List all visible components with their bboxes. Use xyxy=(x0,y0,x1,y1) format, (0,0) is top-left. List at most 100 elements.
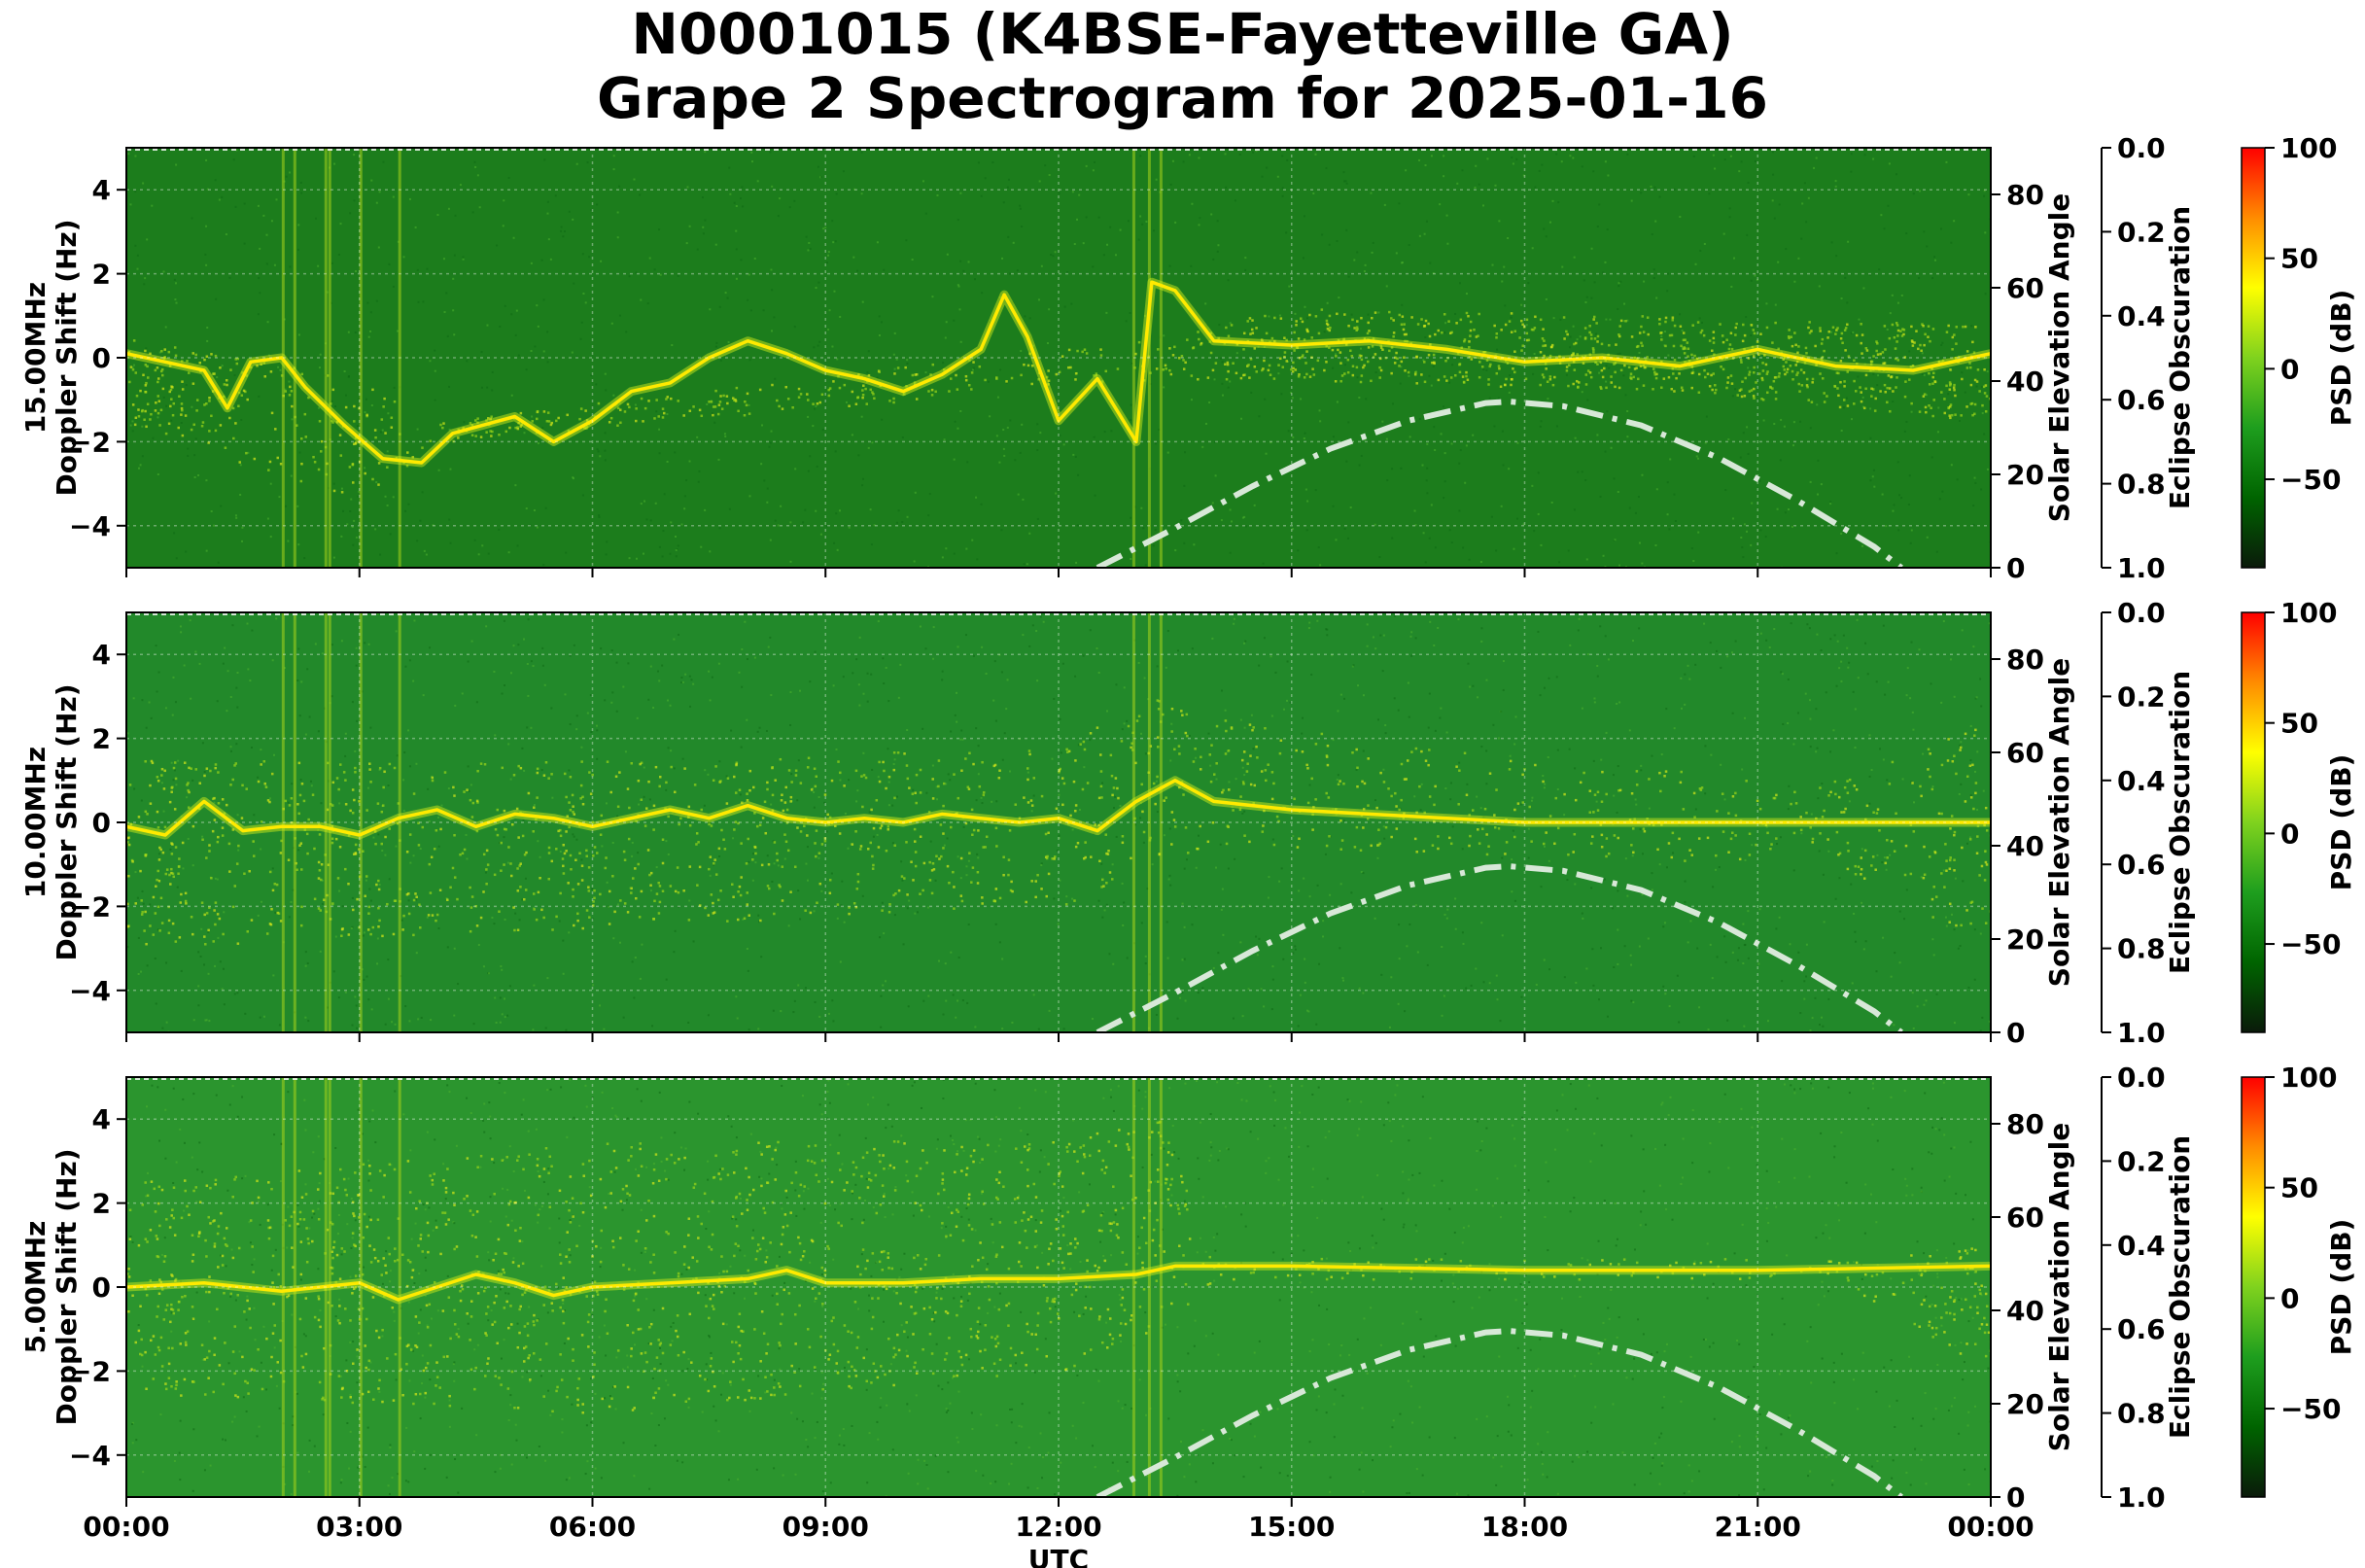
noise-speckle xyxy=(1176,649,1179,652)
noise-speckle xyxy=(1800,832,1803,835)
noise-speckle xyxy=(501,692,504,695)
noise-speckle xyxy=(1551,199,1554,202)
noise-speckle xyxy=(303,557,306,560)
noise-speckle xyxy=(1574,436,1577,439)
noise-speckle xyxy=(1408,244,1410,247)
noise-speckle xyxy=(447,207,450,210)
noise-speckle xyxy=(1339,693,1342,696)
noise-speckle xyxy=(1810,813,1813,816)
noise-speckle xyxy=(299,181,302,184)
signal-speckle xyxy=(1922,876,1926,880)
noise-speckle xyxy=(1475,967,1478,970)
signal-speckle xyxy=(1214,362,1218,365)
signal-speckle xyxy=(1246,762,1249,765)
noise-speckle xyxy=(288,380,291,383)
noise-speckle xyxy=(1969,724,1972,727)
signal-speckle xyxy=(1875,349,1878,353)
signal-speckle xyxy=(1883,325,1887,328)
noise-speckle xyxy=(1869,407,1872,410)
noise-speckle xyxy=(1270,714,1273,717)
signal-speckle xyxy=(246,398,249,401)
noise-speckle xyxy=(1190,399,1193,401)
noise-speckle xyxy=(565,1028,568,1031)
noise-speckle xyxy=(1355,768,1358,771)
signal-speckle xyxy=(170,853,174,855)
signal-speckle xyxy=(1944,843,1947,846)
noise-speckle xyxy=(1519,803,1522,806)
noise-speckle xyxy=(1815,750,1818,753)
noise-speckle xyxy=(127,153,130,156)
noise-speckle xyxy=(1609,318,1612,321)
noise-speckle xyxy=(832,241,835,244)
noise-speckle xyxy=(639,977,642,980)
noise-speckle xyxy=(1632,640,1635,643)
signal-speckle xyxy=(1913,341,1916,344)
noise-speckle xyxy=(956,855,959,858)
noise-speckle xyxy=(1845,397,1848,400)
noise-speckle xyxy=(1217,244,1220,247)
noise-speckle xyxy=(1312,192,1315,194)
signal-speckle xyxy=(1777,375,1781,378)
signal-speckle xyxy=(1423,380,1427,384)
noise-speckle xyxy=(154,958,157,960)
noise-speckle xyxy=(1516,517,1519,520)
noise-speckle xyxy=(1364,263,1367,266)
noise-speckle xyxy=(1125,320,1128,323)
noise-speckle xyxy=(160,782,163,784)
signal-speckle xyxy=(585,909,589,912)
noise-speckle xyxy=(612,168,615,171)
noise-speckle xyxy=(1988,1020,1991,1023)
signal-speckle xyxy=(1005,380,1008,383)
signal-speckle xyxy=(459,853,462,856)
noise-speckle xyxy=(1986,468,1989,470)
noise-speckle xyxy=(1604,450,1607,453)
signal-speckle xyxy=(851,843,854,846)
noise-speckle xyxy=(1304,981,1306,984)
noise-speckle xyxy=(1193,543,1196,546)
noise-speckle xyxy=(1461,931,1464,934)
noise-speckle xyxy=(337,253,340,256)
noise-speckle xyxy=(358,398,361,401)
noise-speckle xyxy=(836,548,839,551)
noise-speckle xyxy=(185,550,188,553)
signal-speckle xyxy=(183,761,187,764)
noise-speckle xyxy=(1673,727,1676,730)
signal-speckle xyxy=(807,399,810,401)
signal-speckle xyxy=(1769,385,1772,389)
signal-speckle xyxy=(1800,384,1804,387)
noise-speckle xyxy=(291,783,294,785)
noise-speckle xyxy=(861,477,864,480)
noise-speckle xyxy=(482,965,485,968)
signal-speckle xyxy=(964,374,968,378)
noise-speckle xyxy=(1684,901,1687,904)
noise-speckle xyxy=(1792,444,1795,447)
noise-speckle xyxy=(1040,264,1043,267)
signal-speckle xyxy=(1539,383,1542,387)
signal-speckle xyxy=(1943,411,1947,415)
signal-speckle xyxy=(242,389,246,393)
noise-speckle xyxy=(748,495,751,498)
signal-speckle xyxy=(1821,815,1825,819)
noise-speckle xyxy=(1878,268,1881,271)
noise-speckle xyxy=(340,535,343,538)
signal-speckle xyxy=(1434,332,1437,336)
noise-speckle xyxy=(1716,956,1719,958)
signal-speckle xyxy=(1654,376,1658,380)
panel-1: 420−2−410.00MHzDoppler Shift (Hz)8060402… xyxy=(19,597,2357,1049)
noise-speckle xyxy=(1607,658,1610,661)
noise-speckle xyxy=(1424,561,1427,564)
signal-speckle xyxy=(776,399,779,402)
eclipse-tick-label: 0.0 xyxy=(2117,132,2166,164)
signal-speckle xyxy=(531,420,534,423)
signal-speckle xyxy=(1720,366,1722,368)
noise-speckle xyxy=(332,556,335,559)
noise-speckle xyxy=(1216,220,1219,223)
noise-speckle xyxy=(1443,175,1445,178)
noise-speckle xyxy=(1822,1025,1825,1028)
noise-speckle xyxy=(736,1017,739,1020)
noise-speckle xyxy=(1793,280,1796,283)
signal-speckle xyxy=(1458,363,1461,366)
noise-speckle xyxy=(481,544,484,547)
noise-speckle xyxy=(1808,699,1811,702)
noise-speckle xyxy=(1265,452,1268,455)
